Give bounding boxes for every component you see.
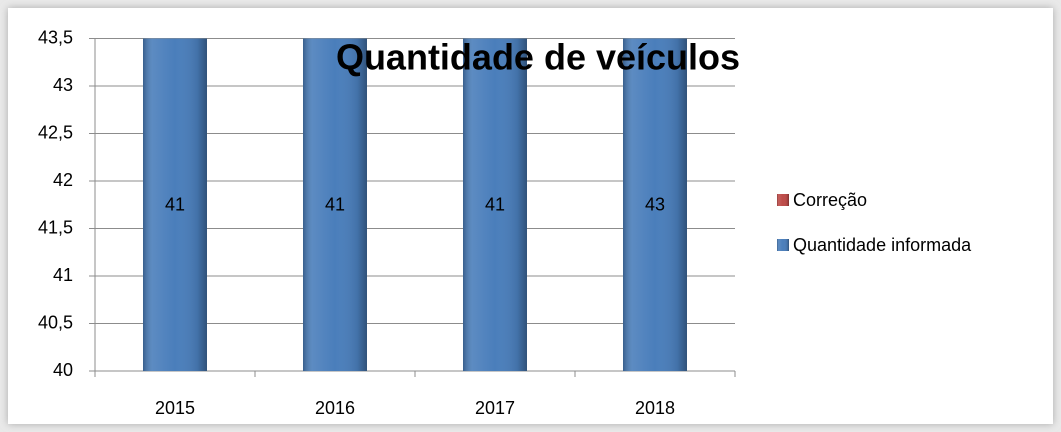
bar-shade	[303, 38, 367, 371]
legend-swatch-shade	[777, 239, 789, 251]
chart-title: Quantidade de veículos	[336, 37, 740, 78]
bar-shade	[143, 38, 207, 371]
legend-label: Correção	[793, 190, 867, 210]
data-label: 41	[165, 195, 185, 215]
y-tick-label: 42,5	[38, 122, 73, 142]
data-label: 41	[485, 195, 505, 215]
x-tick-label: 2017	[475, 398, 515, 418]
y-tick-label: 40,5	[38, 312, 73, 332]
y-tick-label: 42	[53, 170, 73, 190]
bar-shade	[623, 38, 687, 371]
y-tick-label: 43,5	[38, 27, 73, 47]
x-tick-label: 2015	[155, 398, 195, 418]
x-tick-label: 2018	[635, 398, 675, 418]
y-tick-label: 41,5	[38, 217, 73, 237]
data-label: 43	[645, 195, 665, 215]
data-label: 41	[325, 195, 345, 215]
x-tick-label: 2016	[315, 398, 355, 418]
bar-shade	[463, 38, 527, 371]
legend-label: Quantidade informada	[793, 235, 972, 255]
y-tick-label: 41	[53, 265, 73, 285]
legend-swatch-shade	[777, 194, 789, 206]
y-tick-label: 43	[53, 75, 73, 95]
y-tick-label: 40	[53, 360, 73, 380]
